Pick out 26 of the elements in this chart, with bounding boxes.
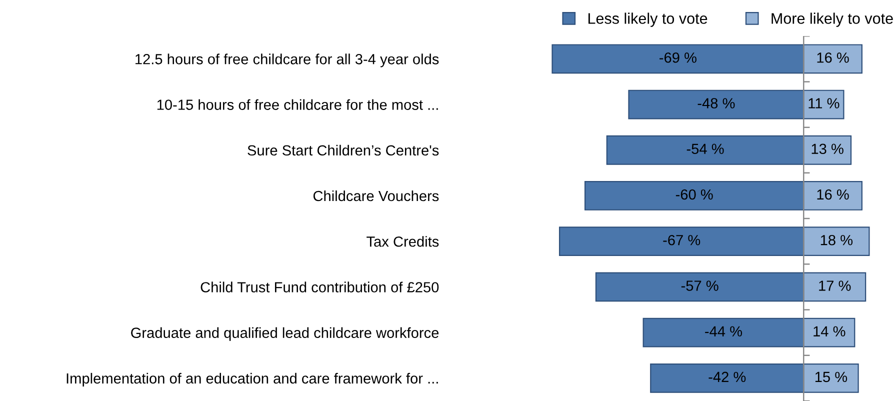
y-tick-label: Child Trust Fund contribution of £250 (200, 282, 439, 292)
y-tick-label: Childcare Vouchers (313, 190, 439, 202)
data-label: -67 % (663, 234, 700, 246)
data-label: 17 % (819, 280, 851, 291)
y-tick-label: Graduate and qualified lead childcare workforce (131, 327, 439, 341)
data-label: -60 % (676, 189, 713, 200)
y-tick-label: 10-15 hours of free childcare for the most ... (157, 99, 438, 110)
data-label: 13 % (812, 144, 844, 154)
data-label: 18 % (820, 234, 853, 246)
y-tick-label: 12.5 hours of free childcare for all 3-4 year olds (136, 54, 439, 68)
data-label: 11 % (808, 98, 840, 108)
y-tick-label: Tax Credits (366, 236, 439, 247)
data-label: 15 % (815, 372, 848, 382)
data-label: -69 % (660, 52, 696, 63)
legend-label: Less likely to vote (588, 12, 708, 27)
legend-label: More likely to vote (772, 12, 893, 27)
data-label: -57 % (681, 280, 718, 291)
y-tick-label: Implementation of an education and care framework for ... (66, 372, 438, 387)
data-label: -48 % (698, 98, 735, 108)
data-label: -42 % (708, 372, 746, 382)
data-label: 16 % (817, 52, 849, 63)
data-label: 14 % (814, 326, 846, 336)
data-label: -44 % (705, 326, 742, 336)
data-label: -54 % (686, 144, 724, 154)
y-tick-label: Sure Start Children’s Centre's (248, 144, 439, 156)
data-label: 16 % (817, 189, 849, 200)
